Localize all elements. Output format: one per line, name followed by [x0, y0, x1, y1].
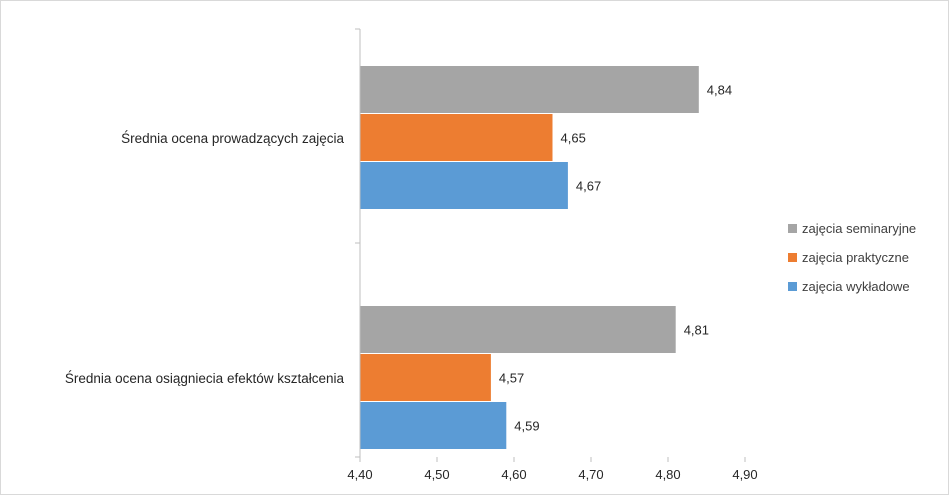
x-tick-label-3: 4,70: [578, 467, 603, 482]
bar-0-0: [360, 66, 699, 113]
legend-label-2: zajęcia wykładowe: [802, 279, 910, 294]
bar-0-2: [360, 162, 568, 209]
x-tick-label-1: 4,50: [424, 467, 449, 482]
legend-label-1: zajęcia praktyczne: [802, 250, 909, 265]
bar-1-1: [360, 354, 491, 401]
legend-swatch-2: [788, 282, 797, 291]
x-tick-label-0: 4,40: [347, 467, 372, 482]
bar-0-1: [360, 114, 553, 161]
category-label-1: Średnia ocena osiągniecia efektów kształ…: [65, 371, 345, 386]
x-tick-label-5: 4,90: [732, 467, 757, 482]
data-label-0-2: 4,67: [576, 179, 601, 194]
data-label-0-1: 4,65: [561, 131, 586, 146]
x-tick-label-4: 4,80: [655, 467, 680, 482]
category-label-0: Średnia ocena prowadzących zajęcia: [121, 131, 344, 146]
bar-1-2: [360, 402, 507, 449]
legend-label-0: zajęcia seminaryjne: [802, 221, 916, 236]
legend-swatch-0: [788, 224, 797, 233]
data-label-1-2: 4,59: [514, 419, 539, 434]
x-tick-label-2: 4,60: [501, 467, 526, 482]
data-label-1-1: 4,57: [499, 371, 524, 386]
bar-1-0: [360, 306, 676, 353]
data-label-1-0: 4,81: [684, 323, 709, 338]
legend-swatch-1: [788, 253, 797, 262]
data-label-0-0: 4,84: [707, 83, 732, 98]
